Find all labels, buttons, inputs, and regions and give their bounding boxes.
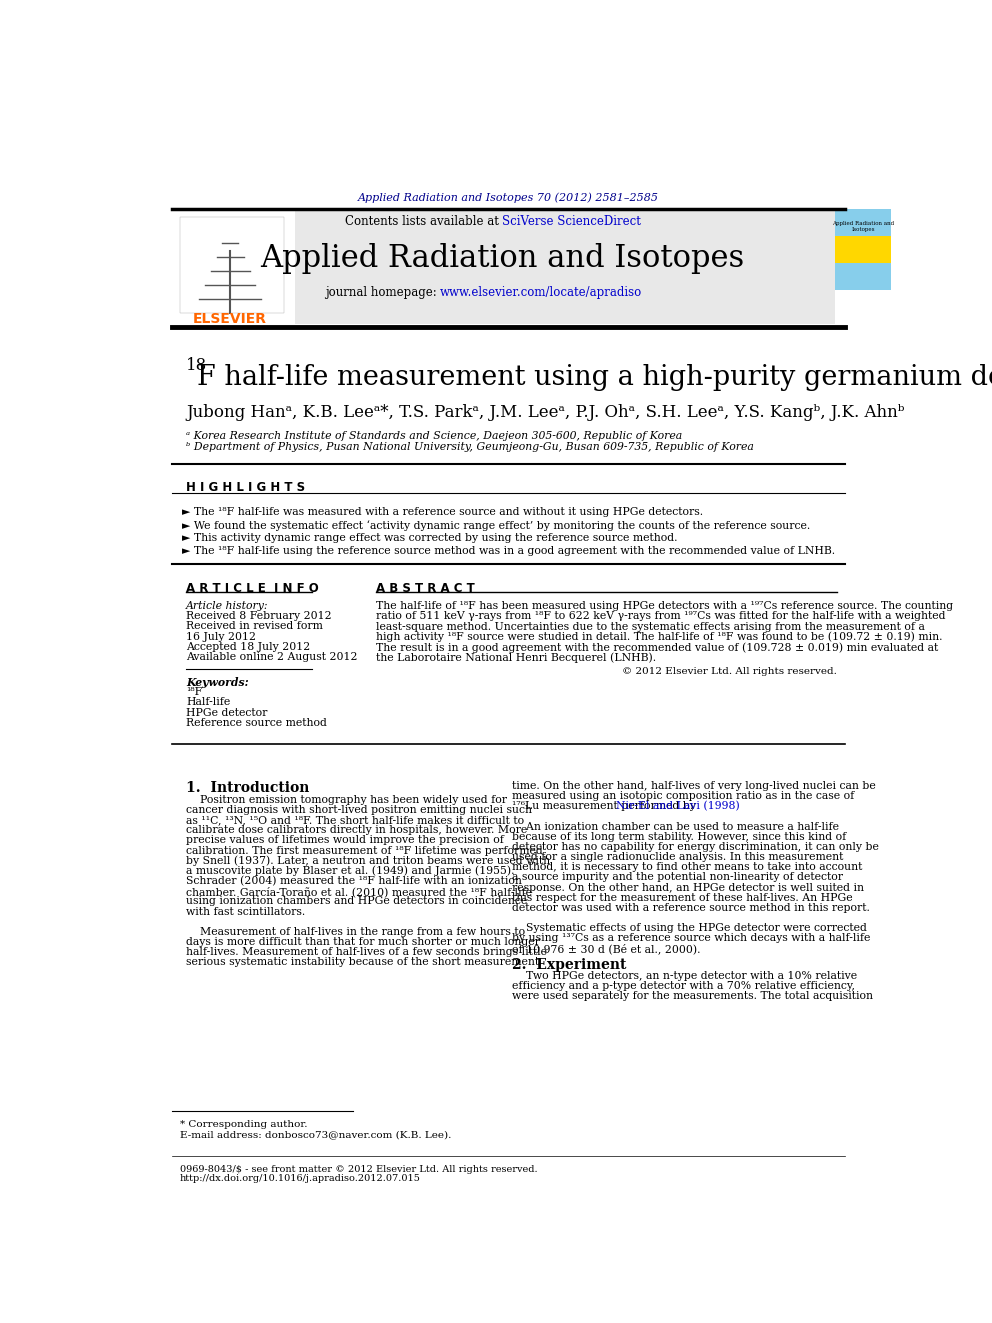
Bar <box>180 217 285 312</box>
Text: The half-life of ¹⁸F has been measured using HPGe detectors with a ¹⁹⁷Cs referen: The half-life of ¹⁸F has been measured u… <box>376 601 953 611</box>
Text: Contents lists available at: Contents lists available at <box>344 216 502 229</box>
Text: A R T I C L E  I N F O: A R T I C L E I N F O <box>186 582 318 595</box>
Text: 18: 18 <box>186 357 207 374</box>
Text: a muscovite plate by Blaser et al. (1949) and Jarmie (1955).: a muscovite plate by Blaser et al. (1949… <box>186 867 515 877</box>
Text: response. On the other hand, an HPGe detector is well suited in: response. On the other hand, an HPGe det… <box>512 882 863 893</box>
Text: .: . <box>690 802 693 811</box>
Text: by Snell (1937). Later, a neutron and triton beams were used with: by Snell (1937). Later, a neutron and tr… <box>186 856 551 867</box>
Text: were used separately for the measurements. The total acquisition: were used separately for the measurement… <box>512 991 873 1002</box>
Text: journal homepage:: journal homepage: <box>324 286 440 299</box>
Text: The result is in a good agreement with the recommended value of (109.728 ± 0.019: The result is in a good agreement with t… <box>376 643 938 652</box>
Text: Systematic effects of using the HPGe detector were corrected: Systematic effects of using the HPGe det… <box>512 923 866 933</box>
Text: Measurement of half-lives in the range from a few hours to: Measurement of half-lives in the range f… <box>186 927 525 937</box>
Text: Nir-El and Lavi (1998): Nir-El and Lavi (1998) <box>616 802 740 811</box>
Text: as ¹¹C, ¹³N, ¹⁵O and ¹⁸F. The short half-life makes it difficult to: as ¹¹C, ¹³N, ¹⁵O and ¹⁸F. The short half… <box>186 815 524 826</box>
Text: Applied Radiation and Isotopes: Applied Radiation and Isotopes <box>260 243 744 274</box>
Text: the Laborotaire National Henri Becquerel (LNHB).: the Laborotaire National Henri Becquerel… <box>376 652 656 663</box>
Text: used for a single radionuclide analysis. In this measurement: used for a single radionuclide analysis.… <box>512 852 843 863</box>
Text: detector has no capability for energy discrimination, it can only be: detector has no capability for energy di… <box>512 841 878 852</box>
Text: least-square method. Uncertainties due to the systematic effects arising from th: least-square method. Uncertainties due t… <box>376 622 925 631</box>
Text: ► The ¹⁸F half-life was measured with a reference source and without it using HP: ► The ¹⁸F half-life was measured with a … <box>183 507 703 517</box>
Text: E-mail address: donbosco73@naver.com (K.B. Lee).: E-mail address: donbosco73@naver.com (K.… <box>180 1130 451 1139</box>
Text: 16 July 2012: 16 July 2012 <box>186 631 256 642</box>
Text: high activity ¹⁸F source were studied in detail. The half-life of ¹⁸F was found : high activity ¹⁸F source were studied in… <box>376 632 942 643</box>
Bar <box>172 209 834 324</box>
Text: Applied Radiation and Isotopes 70 (2012) 2581–2585: Applied Radiation and Isotopes 70 (2012)… <box>358 192 659 202</box>
Text: 1.  Introduction: 1. Introduction <box>186 781 310 795</box>
Text: efficiency and a p-type detector with a 70% relative efficiency,: efficiency and a p-type detector with a … <box>512 980 854 991</box>
Text: Article history:: Article history: <box>186 601 269 611</box>
Text: calibration. The first measurement of ¹⁸F lifetime was performed: calibration. The first measurement of ¹⁸… <box>186 845 543 856</box>
Bar <box>835 263 891 290</box>
Text: http://dx.doi.org/10.1016/j.apradiso.2012.07.015: http://dx.doi.org/10.1016/j.apradiso.201… <box>180 1174 421 1183</box>
Text: cancer diagnosis with short-lived positron emitting nuclei such: cancer diagnosis with short-lived positr… <box>186 804 532 815</box>
Text: half-lives. Measurement of half-lives of a few seconds brings little: half-lives. Measurement of half-lives of… <box>186 947 547 958</box>
Text: * Corresponding author.: * Corresponding author. <box>180 1121 308 1130</box>
Text: days is more difficult than that for much shorter or much longer: days is more difficult than that for muc… <box>186 937 540 947</box>
Text: H I G H L I G H T S: H I G H L I G H T S <box>186 480 306 493</box>
Text: ¹⁷⁶Lu measurement performed by: ¹⁷⁶Lu measurement performed by <box>512 802 699 811</box>
Text: SciVerse ScienceDirect: SciVerse ScienceDirect <box>502 216 641 229</box>
Text: Available online 2 August 2012: Available online 2 August 2012 <box>186 652 357 663</box>
Text: Received in revised form: Received in revised form <box>186 620 322 631</box>
Text: ratio of 511 keV γ-rays from ¹⁸F to 622 keV γ-rays from ¹⁹⁷Cs was fitted for the: ratio of 511 keV γ-rays from ¹⁸F to 622 … <box>376 611 945 620</box>
Text: a source impurity and the potential non-linearity of detector: a source impurity and the potential non-… <box>512 872 842 882</box>
Text: using ionization chambers and HPGe detectors in coincidence: using ionization chambers and HPGe detec… <box>186 897 528 906</box>
Text: of 10 976 ± 30 d (Bé et al., 2000).: of 10 976 ± 30 d (Bé et al., 2000). <box>512 943 700 954</box>
Text: measured using an isotopic composition ratio as in the case of: measured using an isotopic composition r… <box>512 791 854 802</box>
Text: Received 8 February 2012: Received 8 February 2012 <box>186 611 331 620</box>
Text: Keywords:: Keywords: <box>186 677 249 688</box>
Text: Accepted 18 July 2012: Accepted 18 July 2012 <box>186 642 310 652</box>
Text: time. On the other hand, half-lives of very long-lived nuclei can be: time. On the other hand, half-lives of v… <box>512 781 875 791</box>
Text: ᵃ Korea Research Institute of Standards and Science, Daejeon 305-600, Republic o: ᵃ Korea Research Institute of Standards … <box>186 430 682 441</box>
Bar <box>835 290 891 316</box>
Text: ► We found the systematic effect ‘activity dynamic range effect’ by monitoring t: ► We found the systematic effect ‘activi… <box>183 520 810 531</box>
Text: calibrate dose calibrators directly in hospitals, however. More: calibrate dose calibrators directly in h… <box>186 826 528 835</box>
Text: Two HPGe detectors, an n-type detector with a 10% relative: Two HPGe detectors, an n-type detector w… <box>512 971 857 980</box>
Text: with fast scintillators.: with fast scintillators. <box>186 906 306 917</box>
Text: method, it is necessary to find other means to take into account: method, it is necessary to find other me… <box>512 863 862 872</box>
Text: ᵇ Department of Physics, Pusan National University, Geumjeong-Gu, Busan 609-735,: ᵇ Department of Physics, Pusan National … <box>186 442 754 452</box>
Text: ► The ¹⁸F half-life using the reference source method was in a good agreement wi: ► The ¹⁸F half-life using the reference … <box>183 546 835 556</box>
Bar <box>172 209 295 324</box>
Text: © 2012 Elsevier Ltd. All rights reserved.: © 2012 Elsevier Ltd. All rights reserved… <box>622 667 837 676</box>
Text: Reference source method: Reference source method <box>186 718 327 728</box>
Text: HPGe detector: HPGe detector <box>186 708 268 718</box>
Text: because of its long term stability. However, since this kind of: because of its long term stability. Howe… <box>512 832 846 841</box>
Text: ¹⁸F: ¹⁸F <box>186 687 202 697</box>
Bar <box>834 209 893 324</box>
Text: 0969-8043/$ - see front matter © 2012 Elsevier Ltd. All rights reserved.: 0969-8043/$ - see front matter © 2012 El… <box>180 1166 538 1174</box>
Text: Applied Radiation and
Isotopes: Applied Radiation and Isotopes <box>832 221 895 232</box>
Text: chamber. García-Toraño et al. (2010) measured the ¹⁸F half-life: chamber. García-Toraño et al. (2010) mea… <box>186 886 532 897</box>
Text: 2.  Experiment: 2. Experiment <box>512 958 626 971</box>
Text: Half-life: Half-life <box>186 697 230 708</box>
Text: F half-life measurement using a high-purity germanium detector: F half-life measurement using a high-pur… <box>196 364 992 392</box>
Text: by using ¹³⁷Cs as a reference source which decays with a half-life: by using ¹³⁷Cs as a reference source whi… <box>512 934 870 943</box>
Text: Jubong Hanᵃ, K.B. Leeᵃ*, T.S. Parkᵃ, J.M. Leeᵃ, P.J. Ohᵃ, S.H. Leeᵃ, Y.S. Kangᵇ,: Jubong Hanᵃ, K.B. Leeᵃ*, T.S. Parkᵃ, J.M… <box>186 404 905 421</box>
Text: serious systematic instability because of the short measurement: serious systematic instability because o… <box>186 958 539 967</box>
Text: Positron emission tomography has been widely used for: Positron emission tomography has been wi… <box>186 795 507 804</box>
Text: ELSEVIER: ELSEVIER <box>193 312 267 325</box>
Bar <box>835 209 891 235</box>
Text: www.elsevier.com/locate/apradiso: www.elsevier.com/locate/apradiso <box>440 286 643 299</box>
Bar <box>835 235 891 263</box>
Text: precise values of lifetimes would improve the precision of: precise values of lifetimes would improv… <box>186 835 504 845</box>
Text: ► This activity dynamic range effect was corrected by using the reference source: ► This activity dynamic range effect was… <box>183 533 678 542</box>
Text: this respect for the measurement of these half-lives. An HPGe: this respect for the measurement of thes… <box>512 893 852 902</box>
Text: A B S T R A C T: A B S T R A C T <box>376 582 474 595</box>
Text: An ionization chamber can be used to measure a half-life: An ionization chamber can be used to mea… <box>512 822 838 832</box>
Text: Schrader (2004) measured the ¹⁸F half-life with an ionization: Schrader (2004) measured the ¹⁸F half-li… <box>186 876 522 886</box>
Text: detector was used with a reference source method in this report.: detector was used with a reference sourc… <box>512 902 869 913</box>
